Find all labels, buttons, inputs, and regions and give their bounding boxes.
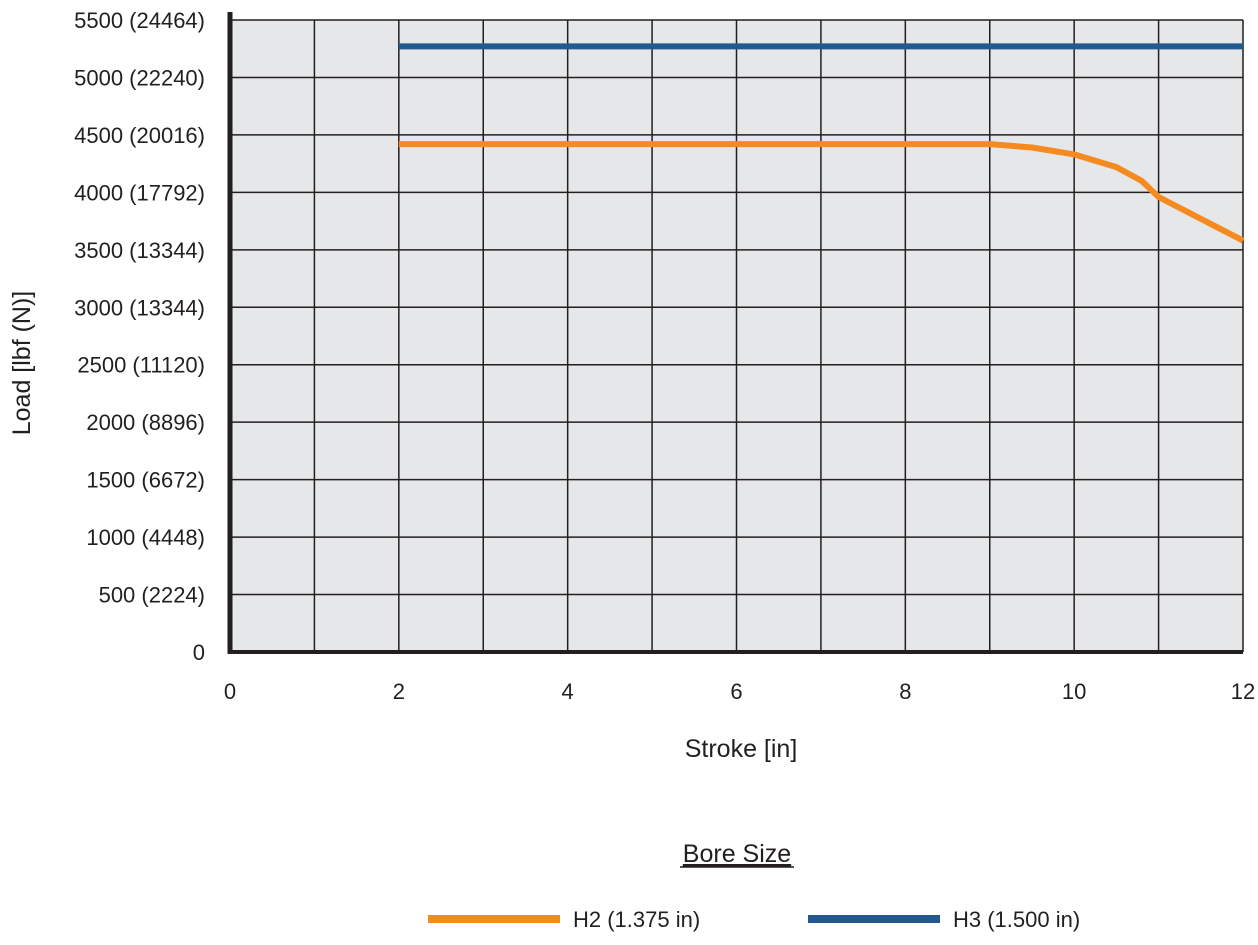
y-axis-title: Load [lbf (N)] bbox=[8, 291, 36, 436]
y-tick-label: 500 (2224) bbox=[99, 583, 205, 608]
grid-lines bbox=[230, 19, 1244, 652]
x-tick-label: 4 bbox=[562, 679, 574, 704]
legend-title: Bore Size bbox=[683, 840, 791, 868]
x-tick-label: 0 bbox=[224, 679, 236, 704]
x-tick-label: 2 bbox=[393, 679, 405, 704]
y-tick-label: 4000 (17792) bbox=[74, 180, 205, 205]
axes bbox=[227, 12, 1243, 654]
y-tick-label: 3500 (13344) bbox=[74, 238, 205, 263]
y-tick-label: 4500 (20016) bbox=[74, 123, 205, 148]
y-tick-label: 0 bbox=[193, 640, 205, 665]
y-tick-label: 2000 (8896) bbox=[86, 410, 205, 435]
y-tick-label: 1500 (6672) bbox=[86, 468, 205, 493]
x-tick-label: 6 bbox=[730, 679, 742, 704]
series-lines bbox=[398, 43, 1245, 244]
x-tick-label: 10 bbox=[1062, 679, 1086, 704]
x-tick-label: 8 bbox=[899, 679, 911, 704]
y-tick-label: 5000 (22240) bbox=[74, 65, 205, 90]
x-tick-label: 12 bbox=[1231, 679, 1255, 704]
y-tick-label: 5500 (24464) bbox=[74, 8, 205, 33]
legend-label: H2 (1.375 in) bbox=[573, 907, 700, 932]
y-tick-label: 1000 (4448) bbox=[86, 525, 205, 550]
legend: H2 (1.375 in) H3 (1.500 in) bbox=[428, 907, 1080, 932]
y-tick-label: 2500 (11120) bbox=[77, 353, 205, 378]
y-tick-label: 3000 (13344) bbox=[74, 295, 205, 320]
tick-labels: 0 500 (2224) 1000 (4448) 1500 (6672) 2000 (8… bbox=[74, 8, 1255, 704]
series-line-h2 bbox=[398, 141, 1245, 244]
legend-label: H3 (1.500 in) bbox=[953, 907, 1080, 932]
x-axis-title: Stroke [in] bbox=[685, 735, 798, 763]
